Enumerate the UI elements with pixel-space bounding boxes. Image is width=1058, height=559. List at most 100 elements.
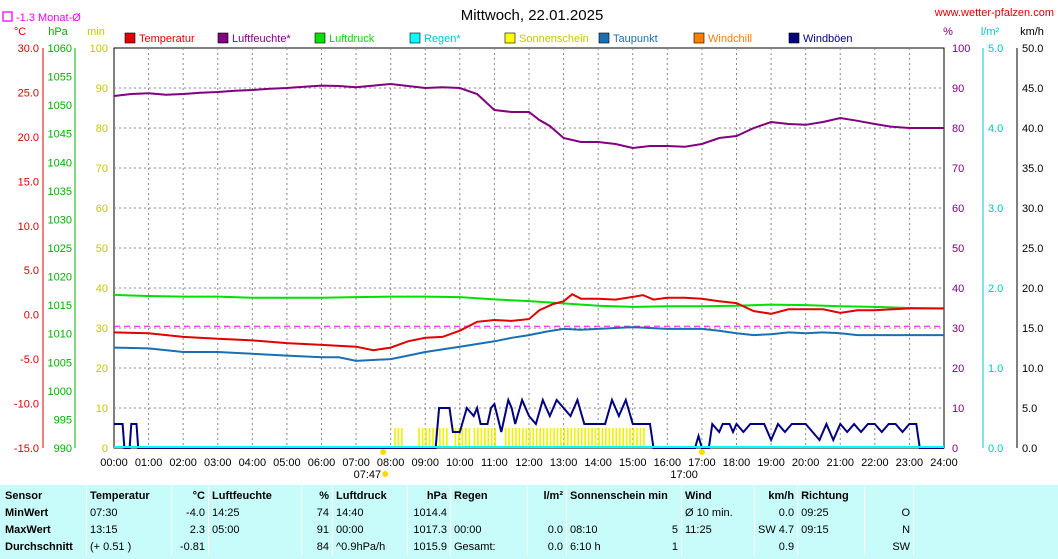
humidity-tick-label: 10	[952, 403, 964, 415]
month-avg-marker-icon	[2, 11, 13, 22]
hum-time: 05:00	[208, 521, 302, 538]
header-press-unit: hPa	[407, 487, 451, 504]
sunshine-bar	[442, 428, 445, 448]
legend-label: Temperatur	[139, 33, 195, 45]
pressure-tick-label: 990	[54, 443, 72, 455]
x-tick-label: 01:00	[135, 457, 163, 469]
series-line-luftfeuchte	[113, 82, 944, 150]
sunrise-label: 07:47	[354, 469, 382, 481]
sunshine-bar	[539, 428, 541, 448]
sunshine-bar	[465, 428, 467, 448]
minutes-axis-unit: min	[87, 26, 105, 38]
wind-axis-unit: km/h	[1020, 26, 1044, 38]
legend-label: Luftdruck	[329, 33, 375, 45]
axes: 00:00 01:00 02:00 03:00 04:00 05:00 06:00 07:00…	[14, 26, 1044, 481]
temp-tick-label: 20.0	[18, 132, 39, 144]
humidity-tick-label: 0	[952, 443, 958, 455]
legend-swatch	[693, 32, 705, 44]
dir-time: 09:15	[797, 521, 866, 538]
sunshine-bar	[639, 428, 642, 448]
sunshine-bar	[484, 428, 486, 448]
sunshine-bar	[446, 428, 448, 448]
sunshine-bar	[622, 428, 624, 448]
header-temp-unit: °C	[171, 487, 209, 504]
temp-tick-label: 5.0	[24, 265, 39, 277]
sunshine-bar	[570, 428, 573, 448]
pressure-tick-label: 1045	[48, 129, 72, 141]
wind-tick-label: 50.0	[1022, 43, 1043, 55]
site-link[interactable]: www.wetter-pfalzen.com	[934, 7, 1054, 19]
dir-time	[797, 538, 866, 555]
x-tick-label: 03:00	[204, 457, 232, 469]
press-time: 00:00	[332, 521, 408, 538]
humidity-tick-label: 30	[952, 323, 964, 335]
header-press: Luftdruck	[332, 487, 408, 504]
sunshine-bar	[567, 428, 569, 448]
x-tick-label: 09:00	[411, 457, 439, 469]
minutes-tick-label: 100	[90, 43, 108, 55]
legend-swatch	[598, 32, 610, 44]
pressure-tick-label: 1060	[48, 43, 72, 55]
sunshine-bar	[577, 428, 580, 448]
pressure-tick-label: 995	[54, 414, 72, 426]
pressure-tick-label: 1030	[48, 214, 72, 226]
minutes-tick-label: 50	[96, 243, 108, 255]
header-hum-unit: %	[301, 487, 333, 504]
humidity-tick-label: 90	[952, 83, 964, 95]
pressure-tick-label: 1040	[48, 157, 72, 169]
pressure-tick-label: 1050	[48, 100, 72, 112]
sunshine-bar	[508, 428, 510, 448]
series-line-taupunkt	[113, 326, 944, 362]
rain-time: 00:00	[450, 521, 528, 538]
sunshine-bar	[608, 428, 611, 448]
sunshine-bar	[518, 428, 521, 448]
sun-val	[652, 504, 683, 521]
stats-panel: Sensor Temperatur °C Luftfeuchte % Luftd…	[0, 485, 1058, 559]
header-rain: Regen	[450, 487, 528, 504]
temp-tick-label: 25.0	[18, 87, 39, 99]
sunshine-bar	[643, 428, 645, 448]
sunshine-bar	[461, 428, 464, 448]
x-tick-label: 04:00	[239, 457, 267, 469]
stats-spacer	[914, 487, 1051, 504]
minutes-tick-label: 10	[96, 403, 108, 415]
sunshine-bar	[487, 428, 490, 448]
stats-row-min: MinWert 07:30 -4.0 14:25 74 14:40 1014.4…	[2, 504, 1050, 521]
press-val: 1017.3	[407, 521, 451, 538]
pressure-tick-label: 1020	[48, 272, 72, 284]
sunshine-bar	[397, 428, 400, 448]
grid	[113, 47, 945, 449]
temp-time: 13:15	[86, 521, 172, 538]
pressure-tick-label: 1055	[48, 72, 72, 84]
sunshine-bar	[428, 428, 431, 448]
wind-time: Ø 10 min.	[681, 504, 755, 521]
x-tick-label: 13:00	[550, 457, 578, 469]
sunshine-bar	[490, 428, 493, 448]
pressure-tick-label: 1035	[48, 186, 72, 198]
sunshine-bar	[591, 428, 593, 448]
header-dir: Richtung	[797, 487, 866, 504]
sunshine-bar	[525, 428, 528, 448]
x-tick-label: 07:00	[342, 457, 370, 469]
temp-tick-label: 10.0	[18, 221, 39, 233]
temp-tick-label: 15.0	[18, 176, 39, 188]
header-sun: Sonnenschein min	[566, 487, 682, 504]
sunshine-bar	[618, 428, 621, 448]
sunshine-bar	[546, 428, 548, 448]
press-time: 14:40	[332, 504, 408, 521]
x-tick-label: 00:00	[100, 457, 128, 469]
sunshine-bar	[632, 428, 635, 448]
x-tick-label: 16:00	[654, 457, 682, 469]
legend-swatch	[504, 32, 516, 44]
sunshine-bar	[494, 428, 497, 448]
sunshine-bar	[553, 428, 555, 448]
sunshine-bar	[636, 428, 638, 448]
x-tick-label: 23:00	[896, 457, 924, 469]
legend-label: Taupunkt	[613, 33, 658, 45]
x-tick-label: 19:00	[757, 457, 785, 469]
sunshine-bar	[535, 428, 538, 448]
weather-chart: Mittwoch, 22.01.2025 www.wetter-pfalzen.…	[2, 7, 1054, 481]
wind-tick-label: 0.0	[1022, 443, 1037, 455]
sun-time	[567, 504, 653, 521]
header-wind-unit: km/h	[754, 487, 799, 504]
